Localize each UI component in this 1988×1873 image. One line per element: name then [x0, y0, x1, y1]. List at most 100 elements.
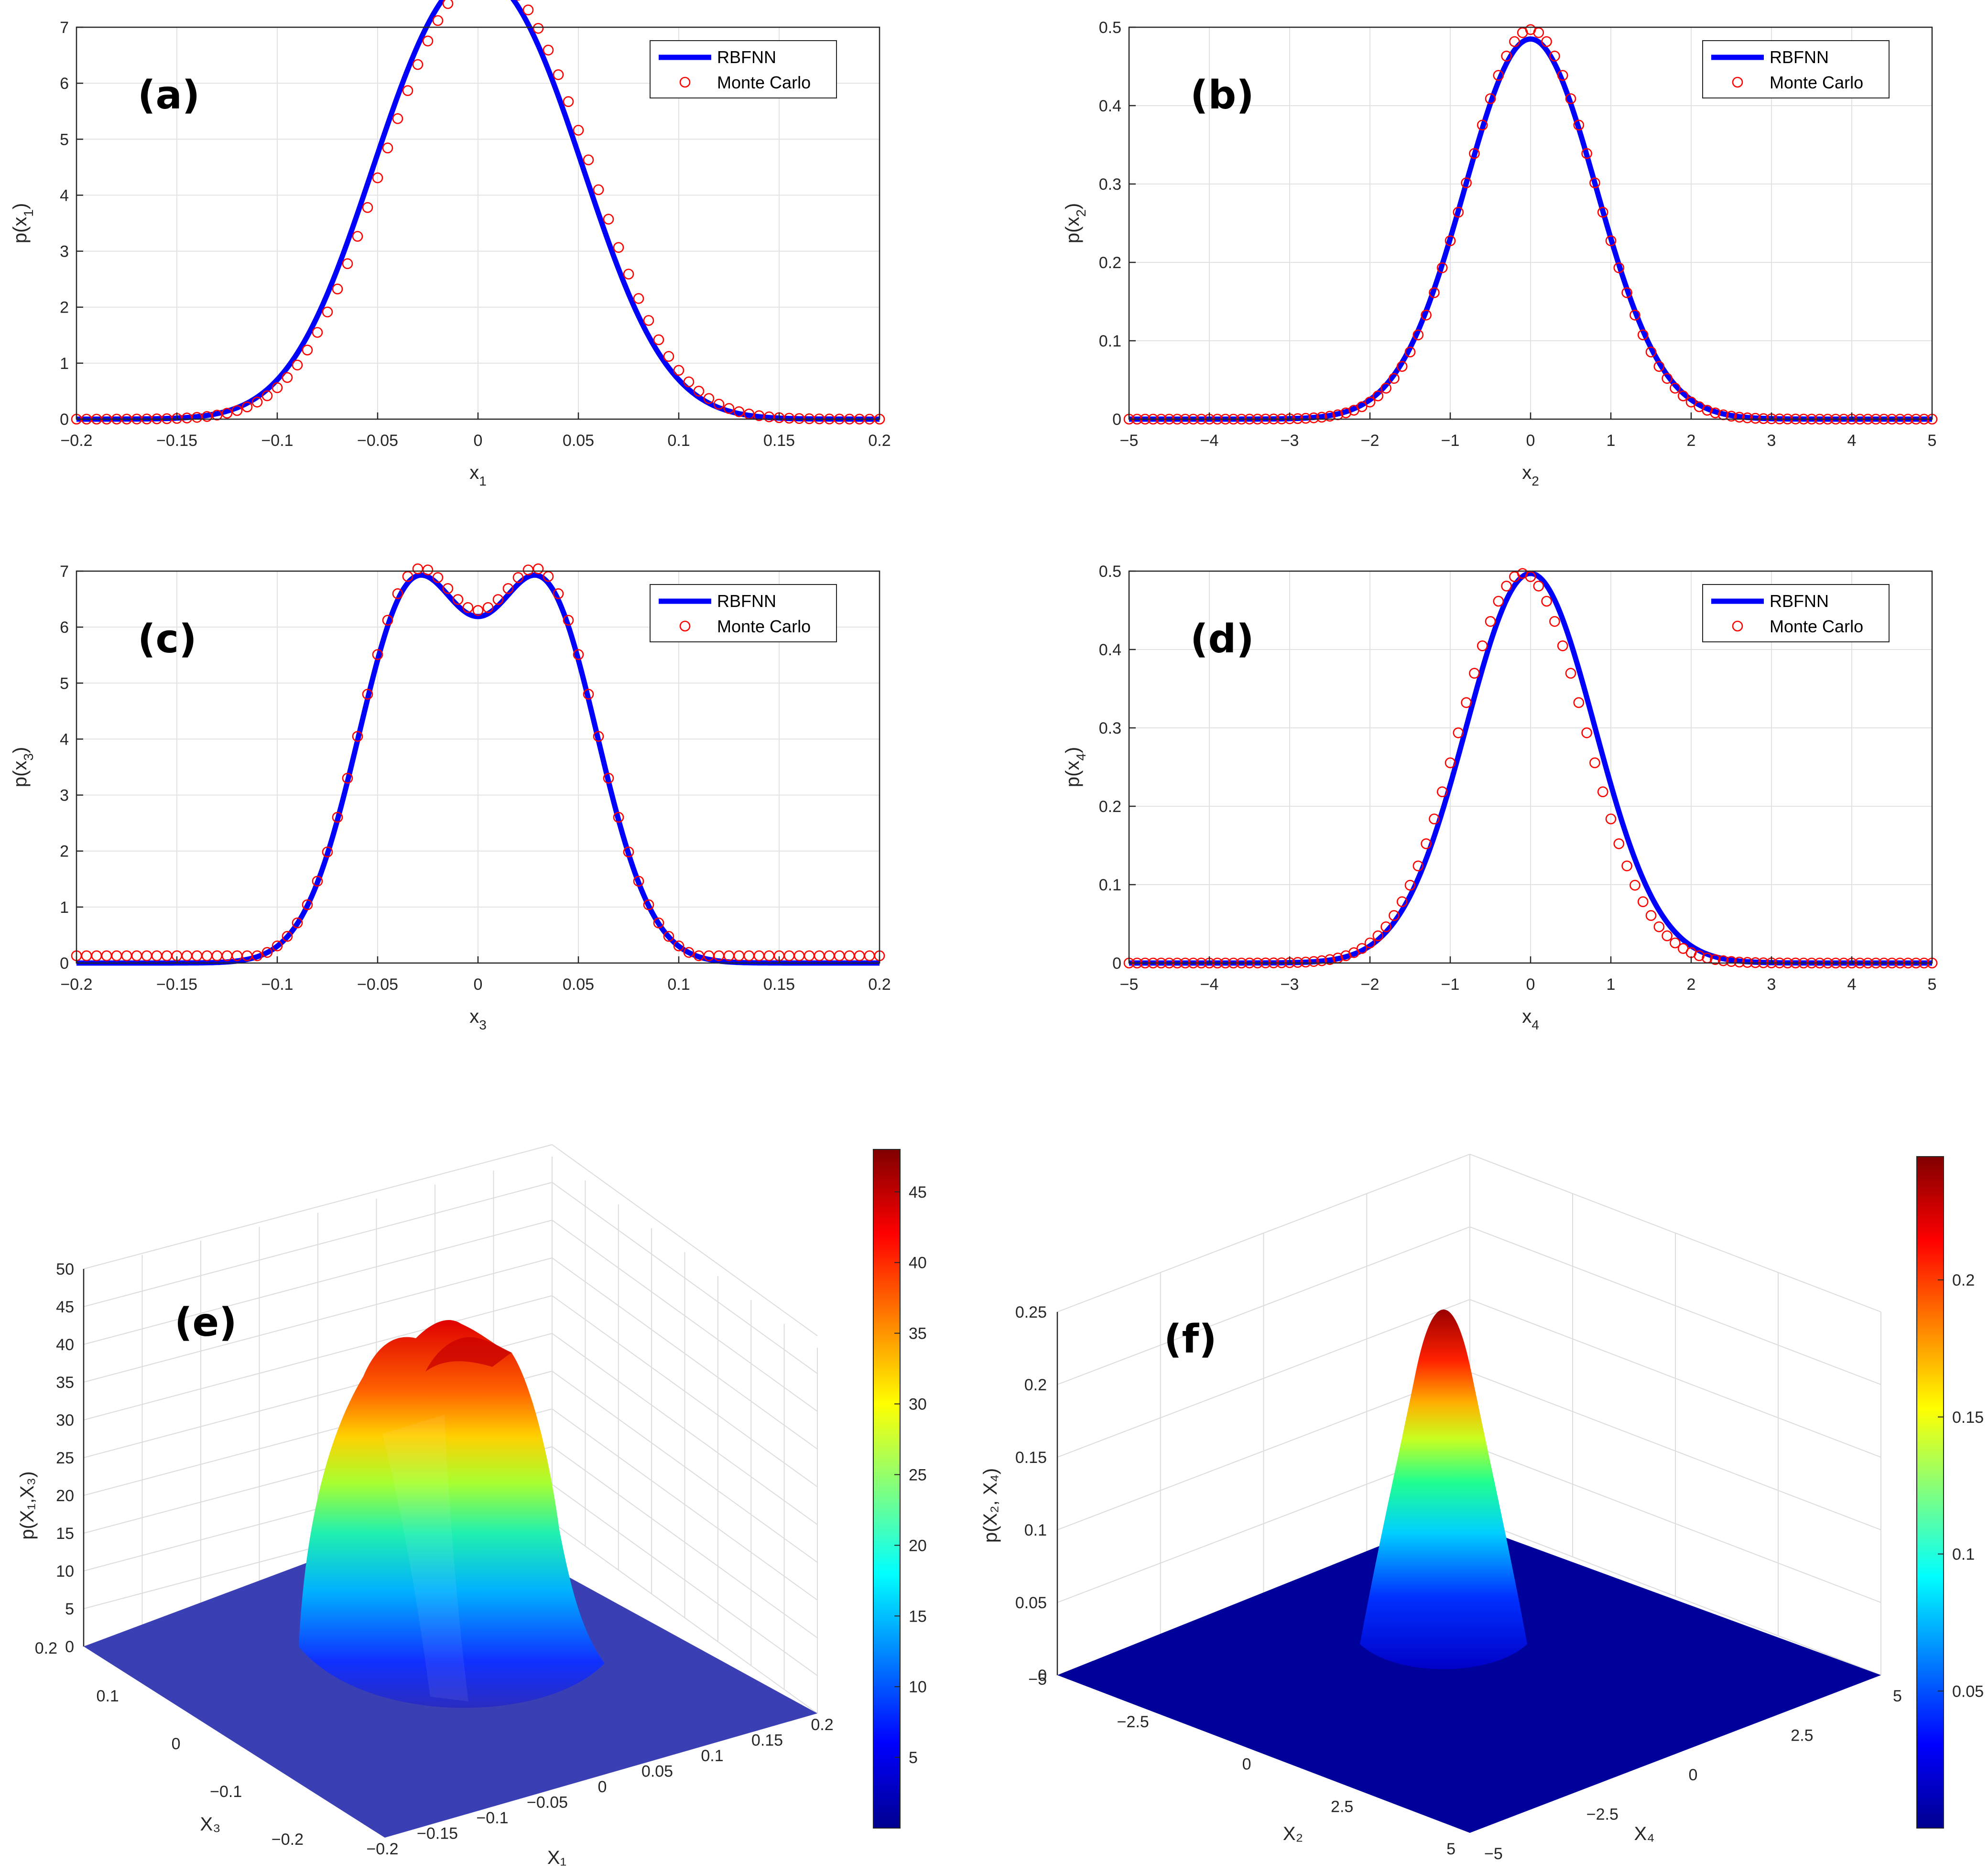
panel-f-wall-gridline [1057, 1372, 1470, 1530]
panel-d-x-tick-label: 3 [1767, 975, 1776, 994]
panel-c-y-tick-label: 2 [60, 843, 69, 861]
panel-e-colorbar-label: 5 [909, 1749, 918, 1767]
panel-a-monte-carlo-point [633, 293, 644, 304]
panel-a-monte-carlo-point [282, 372, 293, 383]
panel-b-monte-carlo-point [1364, 396, 1376, 408]
panel-a-monte-carlo-point [342, 258, 353, 270]
panel-d-monte-carlo-point [1461, 697, 1472, 708]
panel-b-xlabel-base: x [1522, 462, 1532, 483]
panel-e-colorbar-label: 35 [909, 1325, 927, 1343]
panel-a-monte-carlo-point [241, 401, 253, 412]
panel-a-monte-carlo-point [623, 269, 634, 280]
panel-f-ytick-label: −5 [1028, 1670, 1047, 1689]
panel-c-x-tick-label: −0.1 [261, 975, 293, 994]
panel-c-monte-carlo-point [352, 731, 363, 742]
panel-f-wall-gridline [1469, 1154, 1881, 1312]
panel-a-x-tick-label: −0.2 [60, 432, 92, 450]
panel-a-monte-carlo-point [412, 59, 424, 70]
panel-c-legend-box [650, 584, 837, 642]
panel-a-legend-box [650, 40, 837, 98]
panel-c-legend-mc-swatch [679, 620, 691, 632]
panel-a-x-tick-label: 0.15 [763, 432, 795, 450]
panel-e-colorbar-label: 40 [909, 1254, 927, 1272]
panel-f-ytick-label: −2.5 [1117, 1713, 1149, 1731]
panel-e-xtick-label: 0 [598, 1778, 607, 1796]
panel-c-monte-carlo-point [261, 947, 273, 958]
panel-a-monte-carlo-point [703, 393, 715, 404]
panel-e-colorbar-gradient [873, 1149, 901, 1829]
panel-a-monte-carlo-point [663, 351, 674, 362]
panel-e-wall-gridline [552, 1220, 818, 1412]
panel-c-monte-carlo-point [643, 899, 654, 910]
panel-a-monte-carlo-point [392, 113, 403, 124]
panel-d-monte-carlo-point [1436, 786, 1448, 797]
panel-d-monte-carlo-point [1356, 943, 1368, 954]
panel-d-y-tick-label: 0.5 [1099, 563, 1121, 581]
panel-b-monte-carlo-point [1573, 119, 1585, 131]
panel-d-legend-box [1702, 584, 1890, 642]
panel-e-wall-gridline [552, 1371, 818, 1563]
panel-f-wall-gridline [1057, 1299, 1470, 1458]
panel-f-wall-gridline [1469, 1517, 1881, 1676]
panel-d-x-tick-label: −5 [1120, 975, 1139, 994]
panel-b-y-tick-label: 0 [1112, 411, 1121, 429]
panel-d-xlabel-base: x [1522, 1006, 1532, 1027]
panel-b-legend-box [1702, 40, 1890, 98]
panel-f-wall-gridline [1057, 1154, 1470, 1312]
panel-e-colorbar-label: 25 [909, 1466, 927, 1484]
panel-b-y-tick-label: 0.5 [1099, 19, 1121, 37]
panel-b-y-tick-label: 0.2 [1099, 254, 1121, 272]
panel-d-monte-carlo-point [1477, 640, 1488, 651]
panel-a-monte-carlo-point [532, 22, 544, 34]
panel-d-monte-carlo-point [1605, 813, 1617, 824]
panel-b-monte-carlo-point [1742, 412, 1753, 423]
panel-b-monte-carlo-point [1493, 70, 1504, 81]
panel-a-monte-carlo-point [543, 44, 554, 56]
panel-b-y-tick-label: 0.4 [1099, 97, 1121, 115]
panel-b-monte-carlo-point [1404, 346, 1416, 357]
panel-e-ytick-label: 0.2 [35, 1639, 57, 1657]
panel-d-legend-mc-label: Monte Carlo [1770, 617, 1863, 636]
panel-a-x-tick-label: −0.05 [357, 432, 398, 450]
panel-a-x-tick-label: 0.05 [563, 432, 594, 450]
panel-f-ztick-label: 0.05 [1015, 1594, 1047, 1612]
panel-f-zlabel: p(X₂, X₄) [980, 1468, 1001, 1543]
panel-a-y-tick-label: 5 [60, 130, 69, 149]
panel-e-joint-surface-x1-x3: 05101520253035404550−0.2−0.15−0.1−0.0500… [17, 1144, 927, 1868]
panel-d-monte-carlo-point [1541, 595, 1552, 607]
panel-c-monte-carlo-point [472, 605, 484, 616]
panel-a-x-tick-label: 0.2 [868, 432, 891, 450]
panel-b-y-tick-label: 0.3 [1099, 175, 1121, 194]
panel-b-monte-carlo-point [1541, 36, 1552, 47]
panel-b-monte-carlo-point [1670, 382, 1681, 394]
panel-d-ylabel-base: p(x [1062, 761, 1083, 788]
panel-d-monte-carlo-point [1630, 879, 1640, 891]
panel-e-wall-gridline [552, 1333, 818, 1525]
panel-f-xtick-label: −5 [1484, 1845, 1503, 1863]
panel-f-ylabel: X₂ [1283, 1823, 1303, 1844]
panel-e-wall-gridline [552, 1182, 818, 1374]
panel-d-monte-carlo-point [1637, 896, 1649, 907]
panel-d-y-tick-label: 0.1 [1099, 876, 1121, 894]
panel-c-monte-carlo-point [583, 689, 594, 700]
panel-a-monte-carlo-point [372, 172, 383, 184]
panel-a-monte-carlo-point [723, 403, 735, 414]
panel-d-monte-carlo-point [1613, 838, 1625, 849]
panel-e-colorbar-label: 30 [909, 1396, 927, 1414]
panel-d-y-tick-label: 0 [1112, 954, 1121, 973]
panel-e-ztick-label: 25 [56, 1449, 74, 1467]
panel-d-monte-carlo-point [1734, 956, 1745, 968]
panel-d-monte-carlo-point [1372, 930, 1384, 942]
panel-b-monte-carlo-point [1597, 206, 1608, 218]
panel-b-monte-carlo-point [1589, 177, 1600, 188]
panel-a-density-x1: −0.2 −0.15 −0.1 −0.05 0 0.05 0.1 0.15 0.2 0 1 2 3 4 5 6… [10, 0, 891, 488]
panel-d-monte-carlo-point [1565, 668, 1576, 679]
panel-e-ztick-label: 20 [56, 1487, 74, 1505]
panel-a-monte-carlo-point [272, 382, 283, 393]
panel-a-y-tick-label: 1 [60, 355, 69, 373]
panel-f-joint-surface-x2-x4: 00.050.10.150.20.25−5−2.502.55−5−2.502.5… [980, 1154, 1984, 1863]
panel-f-xlabel: X₄ [1634, 1823, 1654, 1844]
panel-d-y-tick-label: 0.2 [1099, 798, 1121, 816]
panel-e-ytick-label: 0.1 [97, 1687, 119, 1705]
panel-a-monte-carlo-point [211, 410, 223, 421]
